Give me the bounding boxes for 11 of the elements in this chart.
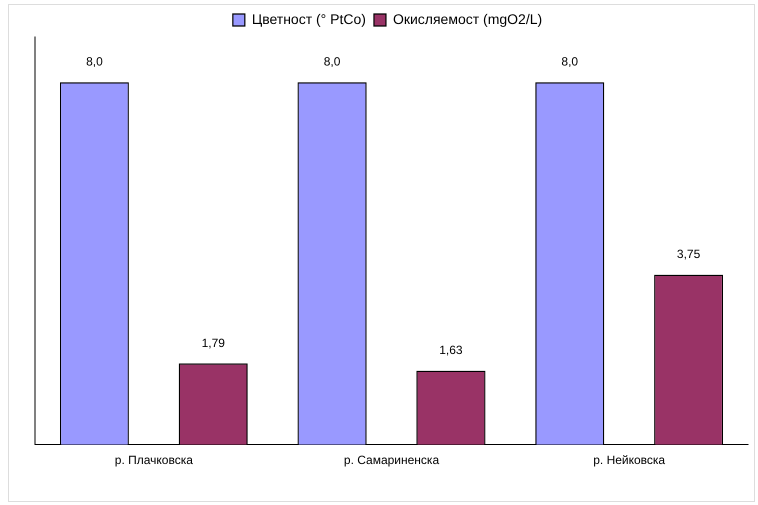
data-label: 8,0	[561, 54, 578, 69]
data-label: 8,0	[324, 54, 341, 69]
legend-label: Окисляемост (mgO2/L)	[392, 10, 542, 27]
data-label: 1,79	[202, 336, 226, 350]
legend-label: Цветност (° PtCo)	[252, 10, 366, 27]
data-label: 1,63	[439, 343, 463, 358]
data-label: 3,75	[676, 247, 701, 262]
data-label: 8,0	[86, 54, 104, 69]
x-tick-label: р. Самариненска	[344, 453, 440, 468]
x-tick-label: р. Нейковска	[593, 453, 666, 468]
x-tick-label: р. Плачковска	[114, 453, 194, 468]
